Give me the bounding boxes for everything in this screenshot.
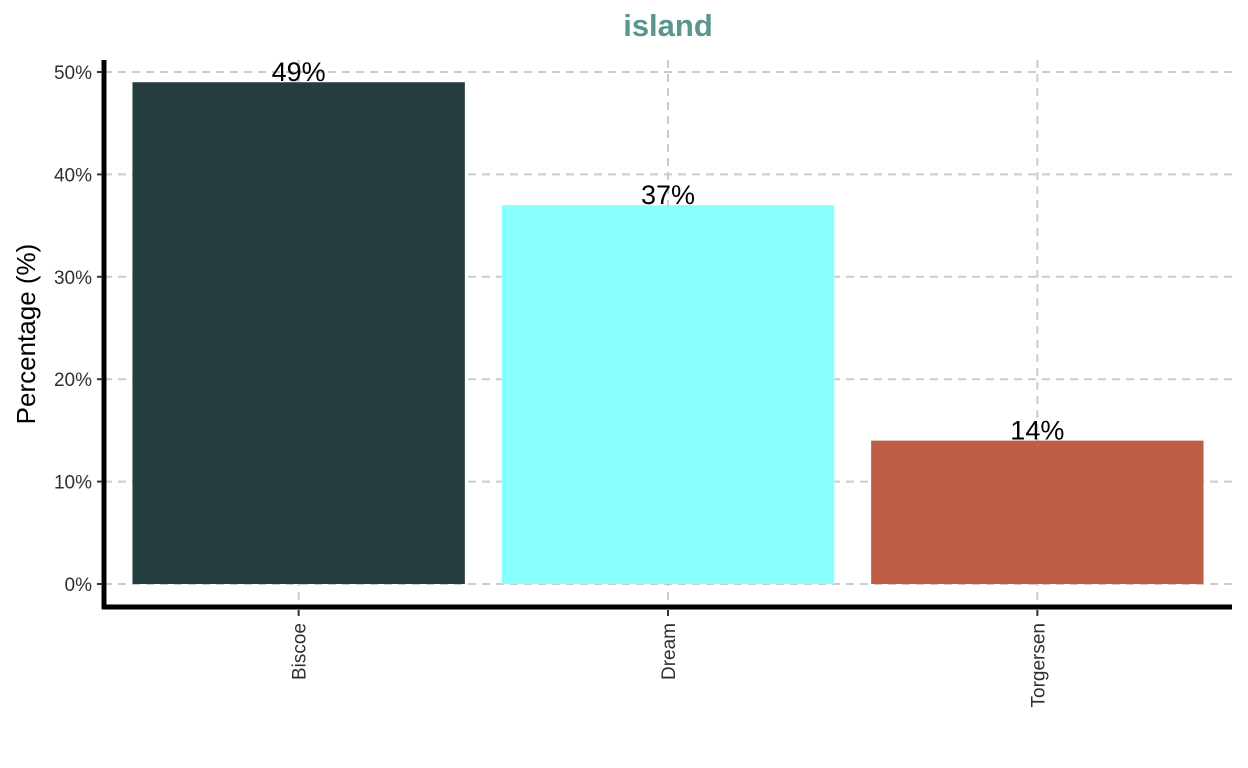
y-tick-label: 40% — [54, 165, 92, 186]
bar-value-label: 49% — [272, 57, 326, 87]
x-tick-label: Biscoe — [290, 623, 311, 680]
axes — [101, 60, 1232, 610]
x-axis-ticks: Biscoe Dream Torgersen — [290, 610, 1049, 708]
y-tick-label: 10% — [54, 473, 92, 494]
bar-torgersen — [871, 440, 1204, 584]
bar-value-labels: 49% 37% 14% — [272, 57, 1065, 445]
bar-value-label: 37% — [641, 180, 695, 210]
y-tick-label: 20% — [54, 370, 92, 391]
chart-title: island — [623, 8, 713, 43]
x-tick-label: Dream — [659, 623, 680, 680]
bar-value-label: 14% — [1010, 416, 1064, 446]
y-tick-label: 0% — [65, 575, 93, 596]
y-tick-label: 30% — [54, 268, 92, 289]
bars — [132, 82, 1204, 585]
y-axis-ticks: 0% 10% 20% 30% 40% 50% — [54, 63, 102, 596]
bar-biscoe — [132, 82, 465, 585]
y-axis-title: Percentage (%) — [11, 244, 41, 425]
bar-dream — [501, 205, 835, 584]
y-tick-label: 50% — [54, 63, 92, 84]
x-tick-label: Torgersen — [1028, 623, 1049, 708]
